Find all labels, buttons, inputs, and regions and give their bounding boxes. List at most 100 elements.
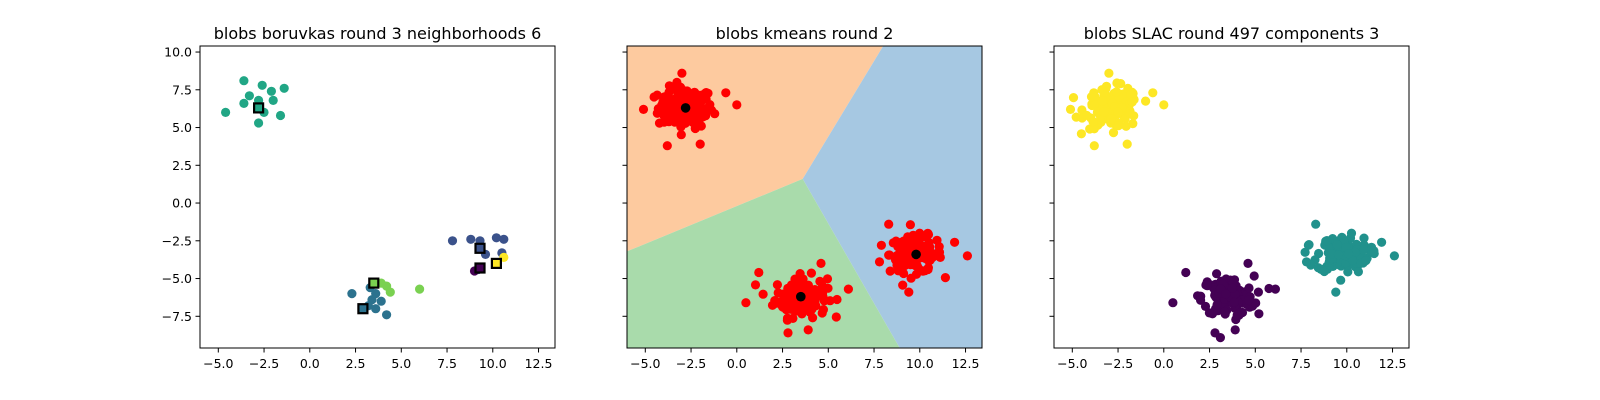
data-point <box>1113 107 1123 117</box>
y-tick-label: 0.0 <box>172 196 192 211</box>
data-point <box>1311 219 1321 229</box>
data-point <box>664 81 675 91</box>
cluster-center-marker <box>368 277 380 289</box>
x-tick-label: 0.0 <box>727 356 747 371</box>
data-point <box>1104 68 1114 78</box>
data-point <box>1270 284 1280 294</box>
data-point <box>1343 249 1354 259</box>
data-point <box>676 130 686 140</box>
data-point <box>385 287 395 297</box>
x-tick-label: 2.5 <box>346 356 366 371</box>
data-point <box>1089 124 1099 134</box>
data-point <box>1141 96 1151 106</box>
data-point <box>1347 255 1358 265</box>
data-point <box>1127 97 1137 107</box>
data-point <box>221 107 231 117</box>
data-point <box>669 107 680 117</box>
data-point <box>268 95 278 105</box>
data-point <box>659 117 669 127</box>
data-point <box>686 115 696 125</box>
data-point <box>499 234 509 244</box>
data-point <box>254 118 264 128</box>
axes-frame <box>199 45 556 349</box>
x-tick-label: 0.0 <box>1154 356 1174 371</box>
data-point <box>924 253 935 263</box>
data-point <box>695 139 705 149</box>
data-point <box>638 104 649 114</box>
data-point <box>1126 89 1136 99</box>
axes-frame <box>626 45 983 349</box>
data-point <box>1251 298 1261 308</box>
data-point <box>1343 267 1353 277</box>
cluster-center-marker <box>474 262 486 274</box>
data-point <box>832 294 842 305</box>
data-point <box>1377 237 1387 247</box>
data-point <box>885 266 895 276</box>
x-tick-label: −5.0 <box>630 356 660 371</box>
y-tick-label: 2.5 <box>172 158 192 173</box>
data-point <box>1159 100 1169 110</box>
x-tick-label: 2.5 <box>1200 356 1220 371</box>
x-tick-label: 12.5 <box>525 356 553 371</box>
data-point <box>1204 308 1214 318</box>
data-point <box>776 296 787 306</box>
data-point <box>649 92 659 102</box>
data-point <box>750 280 761 290</box>
data-point <box>244 91 254 101</box>
data-point <box>1243 258 1253 268</box>
data-point <box>1089 100 1099 110</box>
data-point <box>1082 110 1092 120</box>
data-point <box>732 100 742 110</box>
data-point <box>950 237 960 247</box>
data-point <box>1319 266 1329 277</box>
data-point <box>1106 114 1116 124</box>
data-point <box>793 276 804 286</box>
data-point <box>807 304 817 314</box>
data-point <box>1227 283 1237 293</box>
data-point <box>772 280 783 290</box>
data-point <box>1076 129 1086 139</box>
data-point <box>908 230 918 240</box>
data-point <box>1219 307 1229 317</box>
x-tick-label: 10.0 <box>1333 356 1361 371</box>
data-point <box>1068 93 1079 103</box>
data-point <box>1112 87 1122 97</box>
data-point <box>662 100 672 110</box>
data-point <box>913 263 923 273</box>
data-point <box>874 257 885 267</box>
data-point <box>1121 121 1131 131</box>
x-tick-label: 5.0 <box>1245 356 1265 371</box>
axes-frame <box>1053 45 1410 349</box>
x-tick-label: 7.5 <box>1291 356 1311 371</box>
data-point <box>721 88 731 98</box>
data-point <box>382 310 392 320</box>
data-point <box>818 288 828 299</box>
cluster-center-marker <box>796 291 806 302</box>
data-point <box>876 240 887 250</box>
data-point <box>672 99 683 109</box>
data-point <box>1389 251 1399 261</box>
data-point <box>447 236 458 246</box>
data-point <box>1168 298 1178 308</box>
data-point <box>1210 328 1220 338</box>
data-point <box>831 312 841 322</box>
data-point <box>806 268 817 278</box>
data-point <box>659 92 670 102</box>
data-point <box>898 280 908 290</box>
data-point <box>818 281 828 291</box>
data-point <box>940 273 951 283</box>
data-point <box>884 250 894 260</box>
data-point <box>906 273 916 283</box>
data-point <box>1088 116 1098 127</box>
data-point <box>817 308 827 318</box>
data-point <box>347 289 357 299</box>
y-tick-label: 5.0 <box>172 120 192 135</box>
x-tick-label: 7.5 <box>864 356 884 371</box>
plot-area <box>627 46 982 348</box>
data-point <box>1359 245 1369 255</box>
data-point <box>1353 267 1363 277</box>
data-point <box>1089 141 1099 151</box>
data-point <box>843 284 854 294</box>
data-point <box>1232 310 1242 320</box>
